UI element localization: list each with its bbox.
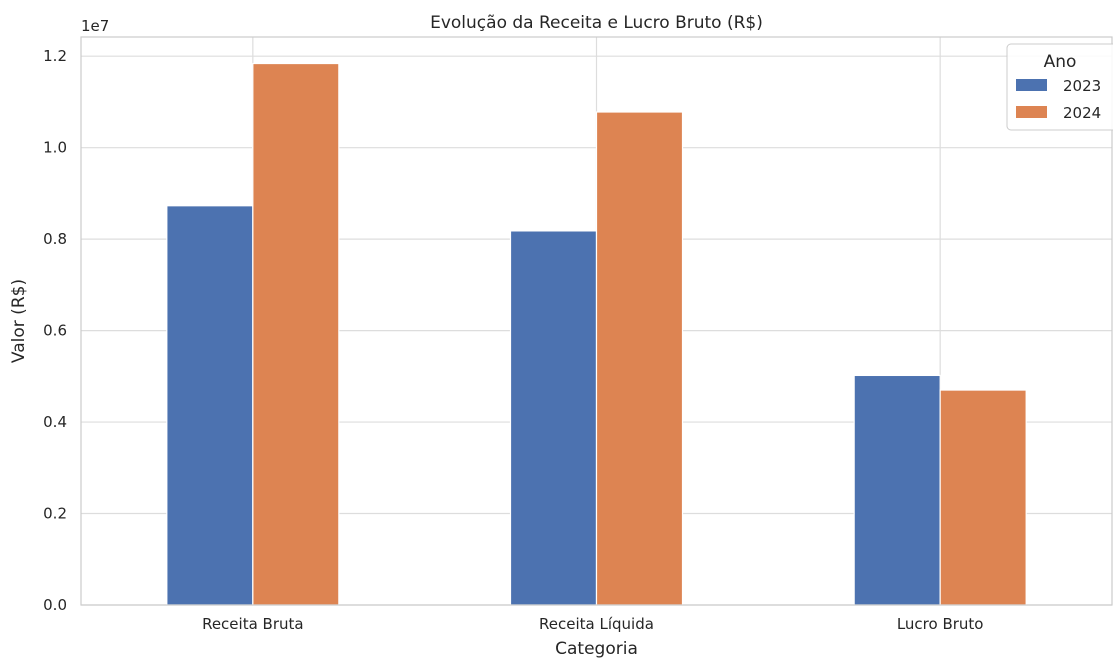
legend-title: Ano [1044,52,1077,72]
bar-2024-0 [252,62,340,606]
bar-2023-2 [853,374,941,606]
tick-labels: 0.0 0.2 0.4 0.6 0.8 1.0 1.2 Receita Bruta Receit… [43,47,983,633]
bar-2024-1 [595,111,684,606]
y-tick-label: 0.0 [43,596,67,614]
bars [166,62,1027,606]
y-tick-label: 0.6 [43,322,67,340]
y-tick-label: 1.2 [43,47,67,65]
legend-label-2023: 2023 [1063,77,1101,95]
y-tick-label: 0.2 [43,505,67,523]
y-axis-title: Valor (R$) [9,279,29,363]
legend-label-2024: 2024 [1063,104,1101,122]
x-tick-label: Receita Líquida [539,615,654,633]
bar-2023-0 [166,205,254,606]
chart-title: Evolução da Receita e Lucro Bruto (R$) [430,13,763,33]
x-axis-title: Categoria [555,639,638,659]
x-tick-label: Lucro Bruto [897,615,984,633]
x-tick-label: Receita Bruta [202,615,304,633]
y-tick-label: 1.0 [43,139,67,157]
plot-frame [80,36,1113,606]
legend: Ano 2023 2024 [1006,43,1113,131]
y-tick-label: 0.4 [43,413,67,431]
y-offset-label: 1e7 [81,17,109,35]
legend-swatch-2024 [1016,106,1047,118]
y-tick-label: 0.8 [43,230,67,248]
legend-items: 2023 2024 [1016,77,1101,122]
bar-2024-2 [939,389,1027,606]
bar-2023-1 [509,230,598,606]
legend-swatch-2023 [1016,79,1047,91]
